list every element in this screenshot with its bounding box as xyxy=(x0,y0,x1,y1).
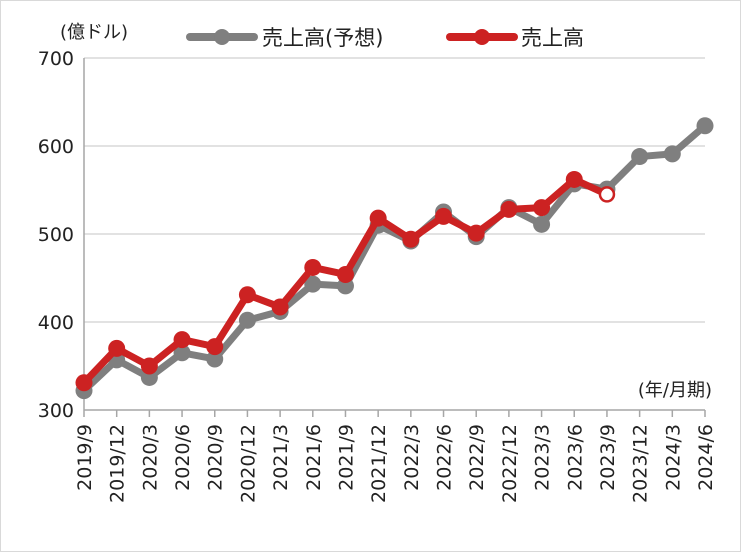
point-s1-13 xyxy=(500,200,518,218)
x-tick-label-9: 2021/12 xyxy=(368,424,390,503)
y-tick-label-3: 600 xyxy=(38,136,74,158)
x-tick-label-0: 2019/9 xyxy=(74,424,96,491)
x-tick-label-18: 2024/3 xyxy=(662,424,684,491)
point-s0-5 xyxy=(238,311,256,329)
point-s0-17 xyxy=(631,148,649,166)
y-tick-label-0: 300 xyxy=(38,400,74,422)
series-1 xyxy=(75,170,616,392)
x-tick-label-16: 2023/9 xyxy=(597,424,619,491)
point-s1-15 xyxy=(565,170,583,188)
y-tick-label-4: 700 xyxy=(38,48,74,70)
x-tick-label-1: 2019/12 xyxy=(107,424,129,503)
legend-item-actual: 売上高 xyxy=(446,26,584,50)
point-s1-8 xyxy=(336,265,354,283)
point-s1-3 xyxy=(173,331,191,349)
x-tick-label-12: 2022/9 xyxy=(466,424,488,491)
x-tick-label-2: 2020/3 xyxy=(139,424,161,491)
point-s0-18 xyxy=(663,145,681,163)
point-s0-14 xyxy=(533,215,551,233)
x-tick-label-10: 2022/3 xyxy=(401,424,423,491)
point-s1-1 xyxy=(108,339,126,357)
point-s1-9 xyxy=(369,209,387,227)
point-s1-10 xyxy=(402,230,420,248)
y-unit-label: (億ドル) xyxy=(60,22,128,43)
y-tick-labels: 300 400 500 600 700 xyxy=(38,48,74,422)
point-s1-2 xyxy=(140,357,158,375)
series-lines xyxy=(75,117,714,400)
point-s1-16 xyxy=(598,186,616,203)
point-s1-0 xyxy=(75,374,93,392)
axes xyxy=(83,58,706,417)
point-s1-4 xyxy=(206,338,224,356)
point-s1-6 xyxy=(271,298,289,316)
x-tick-label-13: 2022/12 xyxy=(499,424,521,503)
x-tick-label-3: 2020/6 xyxy=(172,424,194,491)
x-tick-label-14: 2023/3 xyxy=(532,424,554,491)
point-s0-7 xyxy=(304,275,322,293)
x-tick-label-4: 2020/9 xyxy=(205,424,227,491)
y-tick-label-2: 500 xyxy=(38,224,74,246)
x-tick-label-6: 2021/3 xyxy=(270,424,292,491)
legend-item-forecast: 売上高(予想) xyxy=(186,26,383,50)
point-s1-11 xyxy=(435,207,453,225)
legend-label-actual: 売上高 xyxy=(521,26,584,50)
x-tick-label-15: 2023/6 xyxy=(564,424,586,491)
x-tick-labels: 2019/9 2019/12 2020/3 2020/6 2020/9 2020/12 20… xyxy=(74,424,717,503)
x-tick-label-17: 2023/12 xyxy=(630,424,652,503)
x-unit-label: (年/月期) xyxy=(638,380,712,401)
legend-marker-actual xyxy=(474,29,490,45)
legend: 売上高(予想) 売上高 xyxy=(186,26,584,50)
point-s1-7 xyxy=(304,258,322,276)
point-s1-14 xyxy=(533,199,551,217)
x-tick-label-5: 2020/12 xyxy=(237,424,259,503)
x-tick-label-7: 2021/6 xyxy=(303,424,325,491)
x-tick-label-19: 2024/6 xyxy=(695,424,717,491)
legend-marker-forecast xyxy=(214,29,230,45)
y-tick-label-1: 400 xyxy=(38,312,74,334)
x-tick-label-8: 2021/9 xyxy=(335,424,357,491)
x-tick-label-11: 2022/6 xyxy=(434,424,456,491)
legend-label-forecast: 売上高(予想) xyxy=(262,26,383,50)
point-s0-4 xyxy=(206,350,224,368)
point-s0-3 xyxy=(173,344,191,362)
point-s0-19 xyxy=(696,117,714,135)
point-s1-12 xyxy=(467,224,485,242)
point-s1-5 xyxy=(238,286,256,304)
